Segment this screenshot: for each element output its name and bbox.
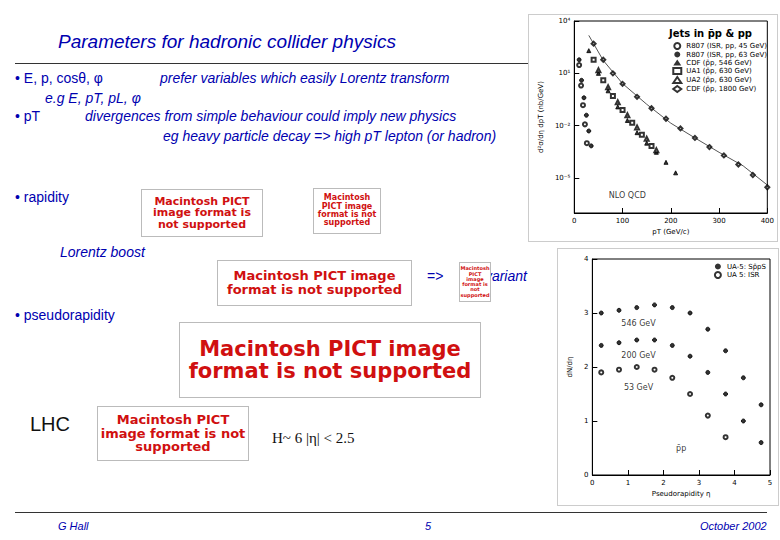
html-text:Macintosh PICT image format is: Macintosh PICT image format is not suppo… bbox=[460, 265, 490, 298]
html-text:Lorentz boost: Lorentz boost bbox=[60, 244, 145, 260]
svg-text:5: 5 bbox=[768, 479, 772, 487]
svg-text:10⁴: 10⁴ bbox=[559, 17, 571, 25]
html-text:prefer variables which easily: prefer variables which easily Lorentz tr… bbox=[160, 70, 450, 86]
svg-text:3: 3 bbox=[697, 479, 701, 487]
svg-text:4: 4 bbox=[732, 479, 737, 487]
svg-text:NLO QCD: NLO QCD bbox=[609, 191, 646, 200]
html-text:• pseudorapidity: • pseudorapidity bbox=[15, 307, 115, 323]
svg-text:pT (GeV/c): pT (GeV/c) bbox=[652, 228, 689, 236]
svg-text:10¹: 10¹ bbox=[559, 69, 571, 77]
svg-text:UA2 (p̄p, 630 GeV): UA2 (p̄p, 630 GeV) bbox=[686, 76, 752, 84]
html-text:• E, p, cosθ, φ: • E, p, cosθ, φ bbox=[15, 70, 103, 86]
svg-text:0: 0 bbox=[584, 471, 588, 479]
svg-text:0: 0 bbox=[572, 217, 576, 225]
html-text:invariant: invariant bbox=[474, 268, 527, 284]
svg-text:UA-5: Sp̄pS: UA-5: Sp̄pS bbox=[727, 263, 767, 271]
svg-text:R807 (ISR, pp, 45 GeV): R807 (ISR, pp, 45 GeV) bbox=[686, 42, 767, 50]
svg-text:UA1 (p̄p, 630 GeV): UA1 (p̄p, 630 GeV) bbox=[686, 67, 752, 75]
svg-text:UA 5: ISR: UA 5: ISR bbox=[727, 271, 760, 279]
html-text:Macintosh PICT image format is: Macintosh PICT image format is not suppo… bbox=[317, 193, 377, 228]
svg-text:200: 200 bbox=[664, 217, 677, 225]
svg-text:1: 1 bbox=[584, 417, 588, 425]
svg-text:p̄p: p̄p bbox=[676, 444, 686, 453]
svg-text:CDF (p̄p, 1800 GeV): CDF (p̄p, 1800 GeV) bbox=[686, 85, 756, 93]
svg-text:CDF (p̄p, 546 GeV): CDF (p̄p, 546 GeV) bbox=[686, 59, 752, 67]
svg-text:300: 300 bbox=[712, 217, 725, 225]
svg-text:d²σ/dη dpT (nb/GeV): d²σ/dη dpT (nb/GeV) bbox=[537, 81, 545, 153]
html-text:e.g E, pT, pL, φ: e.g E, pT, pL, φ bbox=[45, 90, 141, 106]
html-text:divergences from simple behavi: divergences from simple behaviour could … bbox=[85, 108, 457, 124]
svg-text:400: 400 bbox=[761, 217, 774, 225]
html-text:• rapidity: • rapidity bbox=[15, 189, 69, 205]
svg-text:R807 (ISR, pp, 63 GeV): R807 (ISR, pp, 63 GeV) bbox=[686, 51, 767, 59]
svg-text:3: 3 bbox=[584, 309, 588, 317]
svg-text:200 GeV: 200 GeV bbox=[621, 351, 656, 360]
html-text:Macintosh PICT image format is: Macintosh PICT image format is not suppo… bbox=[188, 337, 472, 383]
html-text:• pT: • pT bbox=[15, 108, 41, 124]
html-text:5: 5 bbox=[425, 520, 432, 532]
svg-text:0: 0 bbox=[590, 479, 594, 487]
svg-text:1: 1 bbox=[626, 479, 630, 487]
svg-text:546 GeV: 546 GeV bbox=[621, 319, 656, 328]
html-text:LHC: LHC bbox=[30, 413, 70, 435]
svg-text:Jets in p̄p & pp: Jets in p̄p & pp bbox=[668, 28, 752, 39]
html-text:Macintosh PICT image format is: Macintosh PICT image format is not suppo… bbox=[100, 412, 246, 455]
html-text:Parameters for hadronic collid: Parameters for hadronic collider physics bbox=[58, 31, 396, 52]
svg-text:10⁻²: 10⁻² bbox=[555, 122, 571, 130]
svg-text:2: 2 bbox=[584, 363, 588, 371]
svg-text:2: 2 bbox=[661, 479, 665, 487]
svg-text:Pseudorapidity η: Pseudorapidity η bbox=[652, 490, 711, 498]
html-text:October 2002: October 2002 bbox=[700, 520, 767, 532]
html-text:Macintosh PICT image format is: Macintosh PICT image format is not suppo… bbox=[153, 194, 251, 231]
html-text:Macintosh PICT image format is: Macintosh PICT image format is not suppo… bbox=[227, 268, 402, 297]
html-text:H~ 6 |η| < 2.5: H~ 6 |η| < 2.5 bbox=[272, 430, 355, 446]
html-text:eg heavy particle decay => hig: eg heavy particle decay => high pT lepto… bbox=[163, 128, 497, 144]
html-text:G Hall: G Hall bbox=[58, 520, 89, 532]
svg-text:4: 4 bbox=[584, 255, 589, 263]
svg-text:dN/dη: dN/dη bbox=[566, 357, 574, 378]
svg-text:53 GeV: 53 GeV bbox=[624, 383, 654, 392]
svg-text:100: 100 bbox=[616, 217, 629, 225]
svg-text:10⁻⁵: 10⁻⁵ bbox=[555, 174, 571, 182]
